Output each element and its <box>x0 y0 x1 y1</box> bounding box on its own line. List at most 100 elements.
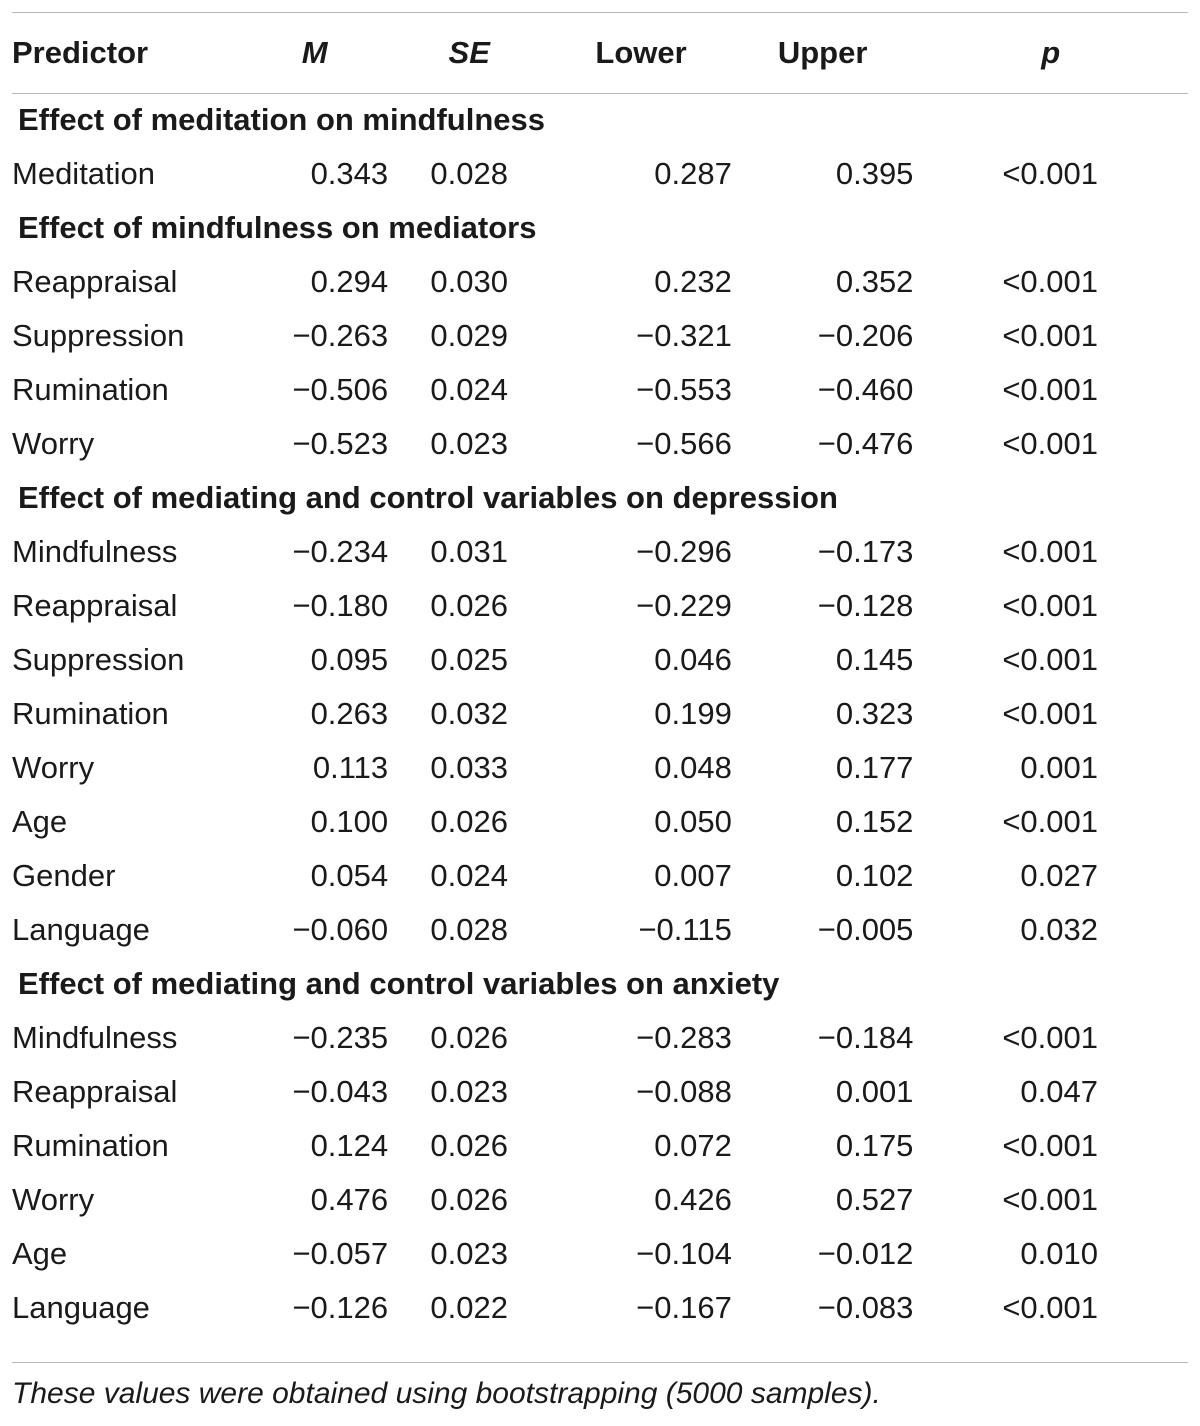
table-row: Age −0.057 0.023 −0.104 −0.012 0.010 <box>12 1227 1188 1281</box>
cell-upper: 0.177 <box>835 750 914 785</box>
table-header: Predictor M SE Lower Upper p <box>12 12 1188 93</box>
cell-se: 0.032 <box>430 696 508 731</box>
cell-upper: 0.527 <box>835 1182 914 1217</box>
cell-lower: 0.048 <box>654 750 732 785</box>
table-row: Mindfulness −0.234 0.031 −0.296 −0.173 <0.001 <box>12 525 1188 579</box>
table-row: Gender 0.054 0.024 0.007 0.102 0.027 <box>12 849 1188 903</box>
results-table: Predictor M SE Lower Upper p Effect of m… <box>12 12 1188 1335</box>
cell-p: <0.001 <box>1002 264 1098 299</box>
cell-p: <0.001 <box>1002 1290 1098 1325</box>
cell-m: 0.263 <box>310 696 389 731</box>
cell-p: <0.001 <box>1002 318 1098 353</box>
table-row: Rumination −0.506 0.024 −0.553 −0.460 <0.001 <box>12 363 1188 417</box>
cell-lower: −0.283 <box>636 1020 732 1055</box>
table-bottom-rule <box>12 1362 1188 1363</box>
cell-se: 0.023 <box>430 426 508 461</box>
table-row: Rumination 0.124 0.026 0.072 0.175 <0.001 <box>12 1119 1188 1173</box>
cell-m: 0.343 <box>310 156 389 191</box>
cell-m: −0.043 <box>292 1074 389 1109</box>
cell-upper: −0.128 <box>817 588 914 623</box>
table-row: Language −0.060 0.028 −0.115 −0.005 0.032 <box>12 903 1188 957</box>
cell-p: 0.010 <box>1020 1236 1098 1271</box>
cell-m: 0.054 <box>310 858 389 893</box>
cell-lower: 0.199 <box>654 696 732 731</box>
cell-p: <0.001 <box>1002 534 1098 569</box>
cell-upper: −0.083 <box>817 1290 914 1325</box>
table-top-rule <box>12 12 1188 13</box>
section-header-row: Effect of mediating and control variable… <box>12 957 1188 1011</box>
cell-predictor: Language <box>12 912 150 947</box>
cell-m: −0.234 <box>292 534 389 569</box>
cell-upper: 0.175 <box>835 1128 914 1163</box>
cell-predictor: Language <box>12 1290 150 1325</box>
cell-lower: 0.050 <box>654 804 732 839</box>
cell-lower: −0.229 <box>636 588 732 623</box>
cell-se: 0.033 <box>430 750 508 785</box>
header-lower: Lower <box>595 35 687 70</box>
cell-predictor: Age <box>12 804 68 839</box>
header-se: SE <box>448 35 490 70</box>
cell-lower: 0.046 <box>654 642 732 677</box>
cell-m: 0.124 <box>310 1128 389 1163</box>
cell-p: <0.001 <box>1002 156 1098 191</box>
table-row: Rumination 0.263 0.032 0.199 0.323 <0.001 <box>12 687 1188 741</box>
cell-lower: −0.321 <box>636 318 732 353</box>
cell-se: 0.023 <box>430 1236 508 1271</box>
section-title: Effect of mediating and control variable… <box>18 480 838 515</box>
cell-p: <0.001 <box>1002 696 1098 731</box>
cell-lower: −0.167 <box>636 1290 732 1325</box>
cell-lower: −0.115 <box>638 912 732 947</box>
cell-predictor: Gender <box>12 858 116 893</box>
cell-lower: −0.296 <box>636 534 732 569</box>
cell-lower: 0.232 <box>654 264 732 299</box>
cell-se: 0.026 <box>430 588 508 623</box>
cell-upper: −0.476 <box>817 426 914 461</box>
table-row: Language −0.126 0.022 −0.167 −0.083 <0.001 <box>12 1281 1188 1335</box>
cell-p: 0.032 <box>1020 912 1098 947</box>
cell-se: 0.030 <box>430 264 508 299</box>
cell-p: <0.001 <box>1002 372 1098 407</box>
section-header-row: Effect of meditation on mindfulness <box>12 93 1188 147</box>
cell-predictor: Rumination <box>12 1128 169 1163</box>
cell-se: 0.026 <box>430 1020 508 1055</box>
cell-m: −0.235 <box>292 1020 389 1055</box>
cell-upper: −0.184 <box>817 1020 914 1055</box>
table-row: Worry 0.113 0.033 0.048 0.177 0.001 <box>12 741 1188 795</box>
table-row: Worry −0.523 0.023 −0.566 −0.476 <0.001 <box>12 417 1188 471</box>
table-row: Suppression 0.095 0.025 0.046 0.145 <0.001 <box>12 633 1188 687</box>
cell-lower: 0.426 <box>654 1182 732 1217</box>
cell-m: −0.180 <box>292 588 389 623</box>
cell-predictor: Reappraisal <box>12 588 178 623</box>
cell-p: <0.001 <box>1002 642 1098 677</box>
cell-predictor: Suppression <box>12 318 185 353</box>
cell-p: <0.001 <box>1002 1020 1098 1055</box>
table-row: Suppression −0.263 0.029 −0.321 −0.206 <0.001 <box>12 309 1188 363</box>
cell-predictor: Reappraisal <box>12 264 178 299</box>
section-title: Effect of mindfulness on mediators <box>18 210 537 245</box>
cell-p: 0.047 <box>1020 1074 1098 1109</box>
cell-se: 0.024 <box>430 372 508 407</box>
section-header-row: Effect of mindfulness on mediators <box>12 201 1188 255</box>
cell-upper: 0.001 <box>835 1074 914 1109</box>
cell-m: −0.126 <box>292 1290 389 1325</box>
table-footnote: These values were obtained using bootstr… <box>12 1377 881 1410</box>
cell-se: 0.022 <box>430 1290 508 1325</box>
cell-se: 0.025 <box>430 642 508 677</box>
cell-predictor: Reappraisal <box>12 1074 178 1109</box>
cell-se: 0.026 <box>430 804 508 839</box>
table-row: Reappraisal −0.043 0.023 −0.088 0.001 0.047 <box>12 1065 1188 1119</box>
cell-p: <0.001 <box>1002 804 1098 839</box>
cell-se: 0.023 <box>430 1074 508 1109</box>
cell-upper: 0.145 <box>835 642 914 677</box>
section-title: Effect of meditation on mindfulness <box>18 102 546 137</box>
cell-upper: 0.352 <box>835 264 914 299</box>
cell-lower: −0.566 <box>636 426 732 461</box>
cell-upper: −0.012 <box>817 1236 914 1271</box>
header-row: Predictor M SE Lower Upper p <box>12 12 1188 93</box>
cell-upper: 0.323 <box>835 696 914 731</box>
cell-upper: 0.395 <box>835 156 914 191</box>
cell-se: 0.028 <box>430 156 508 191</box>
cell-lower: 0.072 <box>654 1128 732 1163</box>
cell-predictor: Rumination <box>12 372 169 407</box>
cell-upper: −0.460 <box>817 372 914 407</box>
